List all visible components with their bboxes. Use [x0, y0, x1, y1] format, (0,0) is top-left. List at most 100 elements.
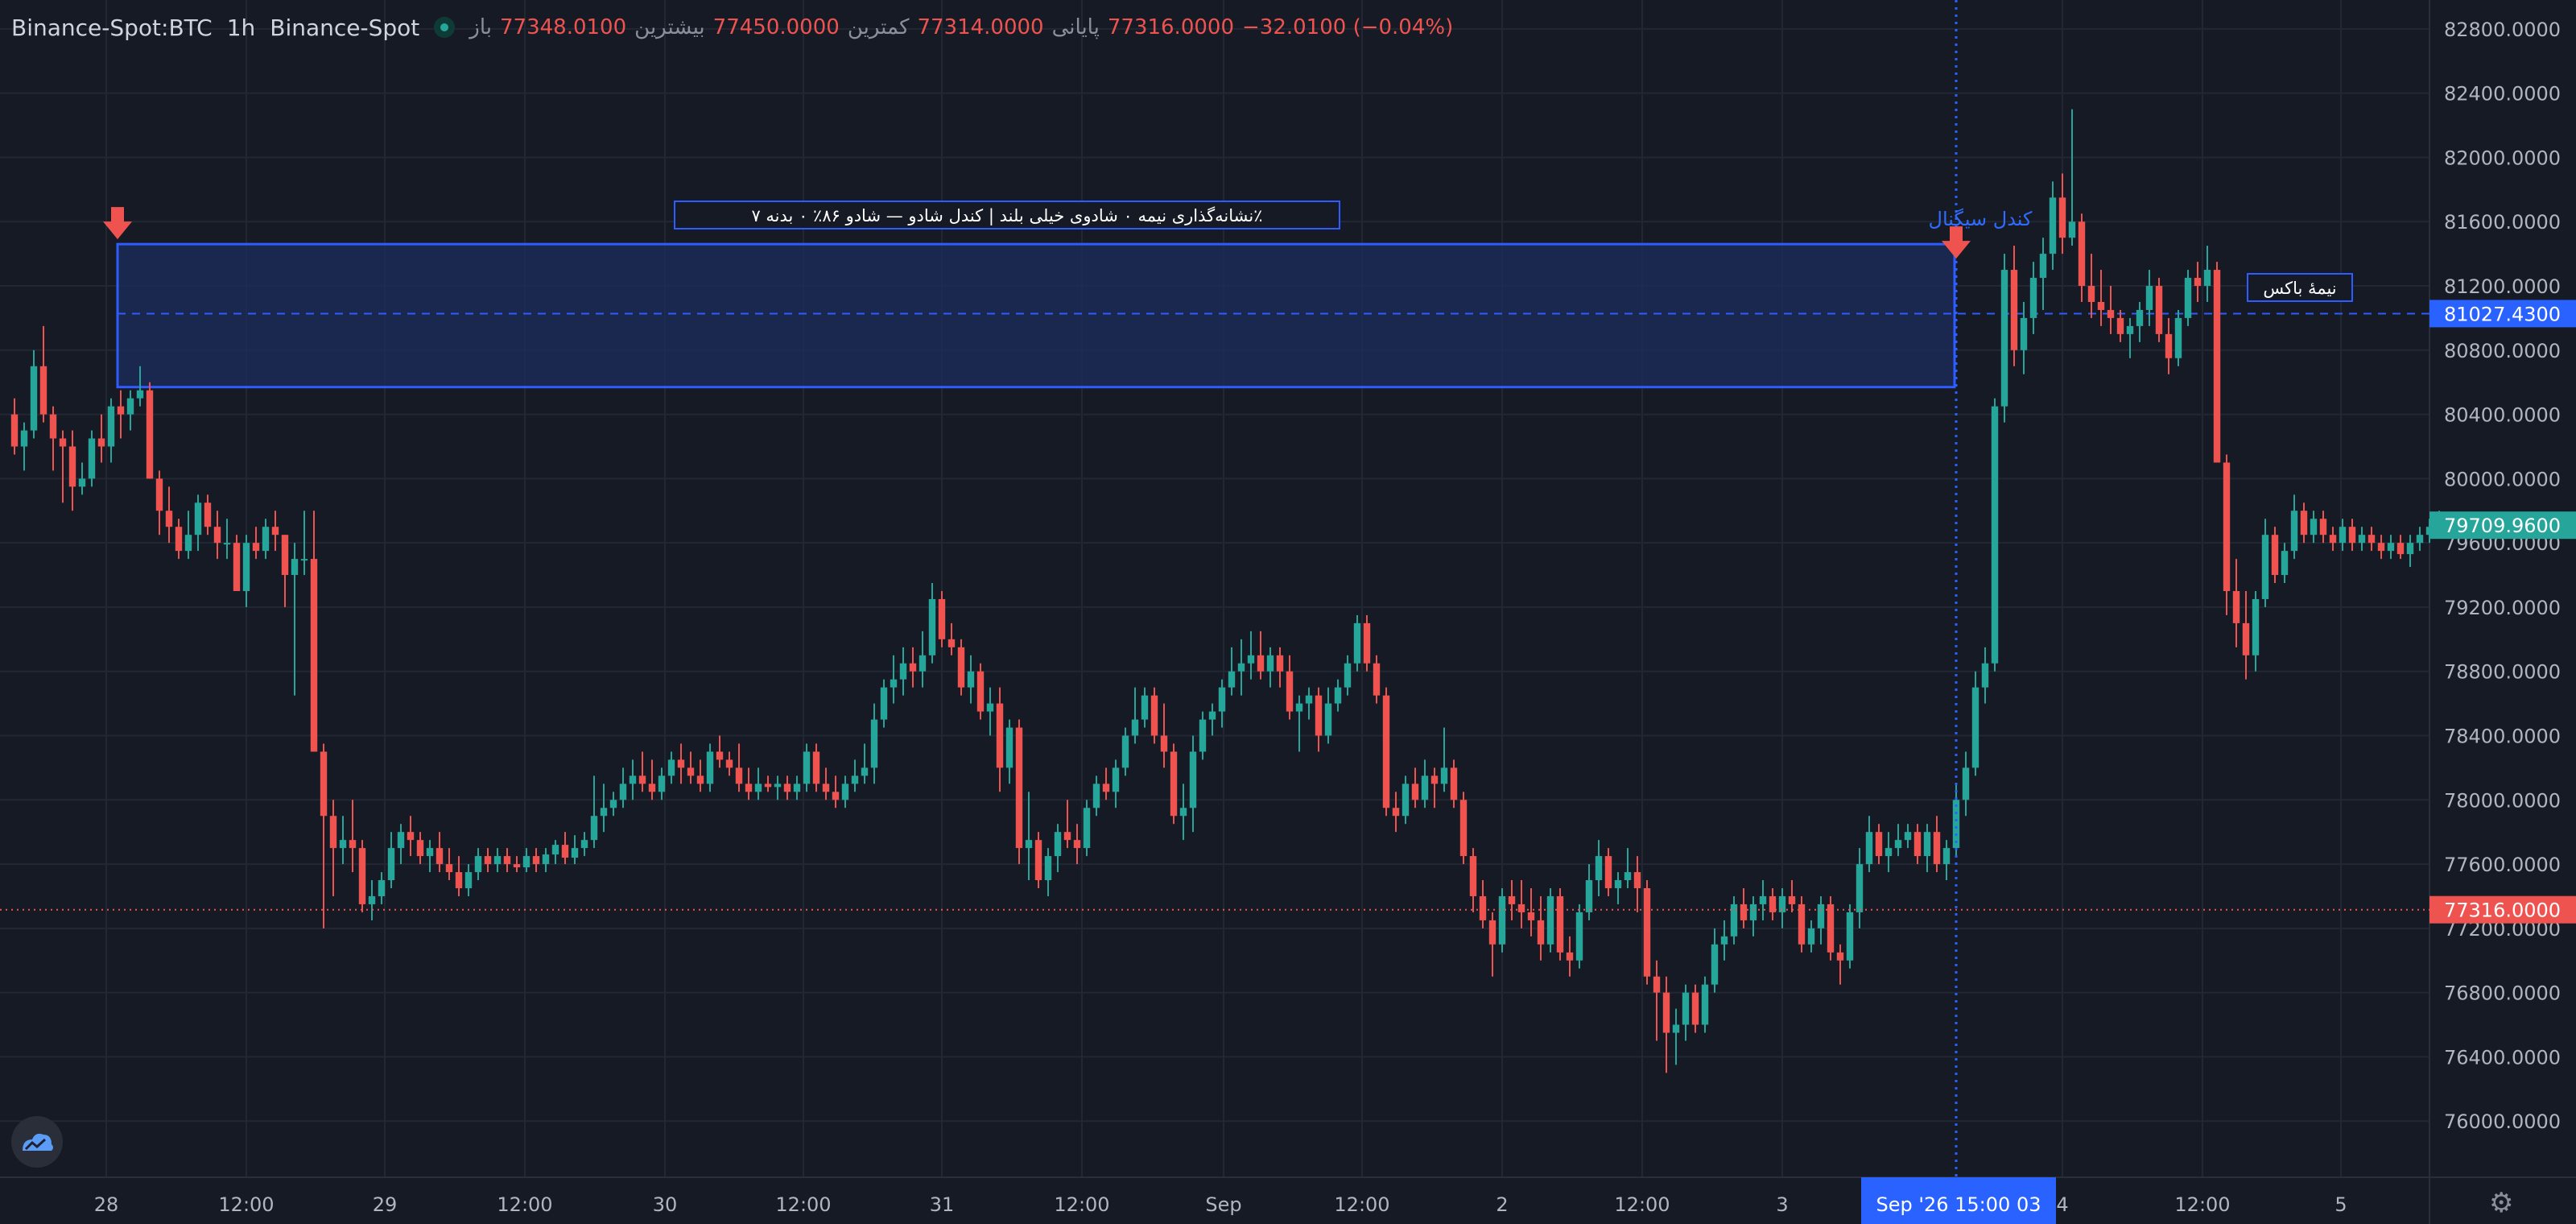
candle-body[interactable]	[252, 543, 260, 552]
candle-body[interactable]	[358, 848, 366, 904]
candle-body[interactable]	[1711, 944, 1719, 985]
candle-body[interactable]	[1682, 992, 1690, 1025]
candle-body[interactable]	[2165, 333, 2173, 358]
candle-body[interactable]	[851, 775, 859, 784]
candle-body[interactable]	[1112, 767, 1120, 792]
candle-body[interactable]	[165, 511, 173, 527]
candle-body[interactable]	[455, 872, 463, 888]
candle-body[interactable]	[2339, 527, 2347, 544]
candle-body[interactable]	[1894, 840, 1902, 849]
candle-body[interactable]	[1402, 784, 1410, 817]
candle-body[interactable]	[2319, 519, 2327, 536]
candle-body[interactable]	[803, 751, 811, 784]
candle-body[interactable]	[2271, 535, 2279, 576]
candle-body[interactable]	[793, 784, 801, 792]
candle-body[interactable]	[1170, 751, 1178, 817]
candle-body[interactable]	[870, 719, 878, 768]
candle-body[interactable]	[2300, 511, 2308, 536]
candle-body[interactable]	[1788, 895, 1796, 904]
candle-body[interactable]	[445, 864, 453, 873]
tradingview-logo-icon[interactable]	[11, 1116, 63, 1168]
candle-body[interactable]	[387, 848, 395, 881]
candle-body[interactable]	[1933, 832, 1941, 865]
candle-body[interactable]	[1759, 895, 1767, 904]
candle-body[interactable]	[49, 414, 57, 439]
candle-body[interactable]	[2223, 462, 2231, 591]
candle-body[interactable]	[880, 687, 888, 720]
candle-body[interactable]	[1063, 832, 1071, 841]
candle-body[interactable]	[2406, 543, 2414, 555]
candle-body[interactable]	[426, 848, 434, 857]
candle-body[interactable]	[1189, 751, 1197, 808]
candle-body[interactable]	[1672, 1024, 1680, 1033]
candle-body[interactable]	[1179, 808, 1187, 817]
candle-body[interactable]	[262, 527, 270, 552]
candle-body[interactable]	[677, 759, 685, 768]
candle-body[interactable]	[1131, 719, 1139, 736]
candle-body[interactable]	[832, 792, 840, 800]
candle-body[interactable]	[2387, 543, 2395, 552]
candle-body[interactable]	[1092, 784, 1100, 808]
candle-body[interactable]	[1228, 671, 1236, 688]
candle-body[interactable]	[899, 663, 907, 680]
candle-body[interactable]	[349, 840, 357, 849]
candle-body[interactable]	[1508, 895, 1516, 904]
candle-body[interactable]	[2136, 309, 2144, 326]
candle-body[interactable]	[1662, 992, 1670, 1033]
candle-body[interactable]	[1846, 912, 1854, 961]
candle-body[interactable]	[320, 751, 328, 817]
candle-body[interactable]	[629, 775, 637, 784]
candle-body[interactable]	[1614, 880, 1622, 888]
candle-body[interactable]	[2232, 590, 2240, 623]
candle-body[interactable]	[1479, 895, 1487, 920]
candle-body[interactable]	[474, 856, 482, 873]
candle-body[interactable]	[754, 784, 762, 792]
candle-body[interactable]	[1624, 872, 1632, 881]
candle-body[interactable]	[957, 647, 965, 688]
candle-body[interactable]	[1363, 622, 1371, 664]
candle-body[interactable]	[2087, 286, 2095, 302]
candle-body[interactable]	[1991, 406, 1999, 664]
candle-body[interactable]	[1459, 800, 1468, 857]
candle-body[interactable]	[976, 671, 985, 712]
candle-body[interactable]	[484, 856, 492, 865]
candle-body[interactable]	[1566, 952, 1574, 961]
candle-body[interactable]	[2261, 535, 2269, 599]
candle-body[interactable]	[561, 845, 569, 858]
candle-body[interactable]	[2377, 543, 2385, 552]
candle-body[interactable]	[1952, 800, 1960, 849]
candle-body[interactable]	[1353, 622, 1361, 664]
candle-body[interactable]	[1865, 832, 1873, 865]
candle-body[interactable]	[2358, 535, 2366, 544]
candle-body[interactable]	[551, 845, 559, 855]
candle-body[interactable]	[1575, 912, 1583, 961]
candle-body[interactable]	[2194, 278, 2202, 287]
candle-body[interactable]	[2174, 317, 2182, 358]
candle-body[interactable]	[1430, 775, 1439, 784]
candle-body[interactable]	[1691, 992, 1699, 1025]
candle-body[interactable]	[967, 671, 975, 688]
candle-body[interactable]	[59, 438, 67, 447]
candle-body[interactable]	[513, 864, 521, 868]
candle-body[interactable]	[600, 808, 608, 817]
candle-body[interactable]	[619, 784, 627, 800]
candle-body[interactable]	[580, 840, 588, 849]
candle-body[interactable]	[1025, 840, 1033, 849]
candle-body[interactable]	[861, 767, 869, 776]
candle-body[interactable]	[1218, 687, 1226, 712]
candle-body[interactable]	[1643, 887, 1651, 977]
candle-body[interactable]	[1276, 655, 1284, 672]
candle-body[interactable]	[97, 438, 105, 447]
candle-body[interactable]	[378, 880, 386, 896]
candle-body[interactable]	[696, 775, 704, 784]
candle-body[interactable]	[1817, 904, 1825, 928]
candle-body[interactable]	[1537, 920, 1545, 945]
candle-body[interactable]	[107, 406, 115, 447]
candle-body[interactable]	[571, 848, 579, 858]
candle-body[interactable]	[1856, 864, 1864, 912]
candle-body[interactable]	[2203, 270, 2211, 287]
candle-body[interactable]	[2329, 535, 2337, 544]
candle-body[interactable]	[1585, 880, 1593, 912]
candle-body[interactable]	[919, 655, 927, 672]
symbol-title[interactable]: Binance-Spot:BTC	[11, 14, 213, 41]
